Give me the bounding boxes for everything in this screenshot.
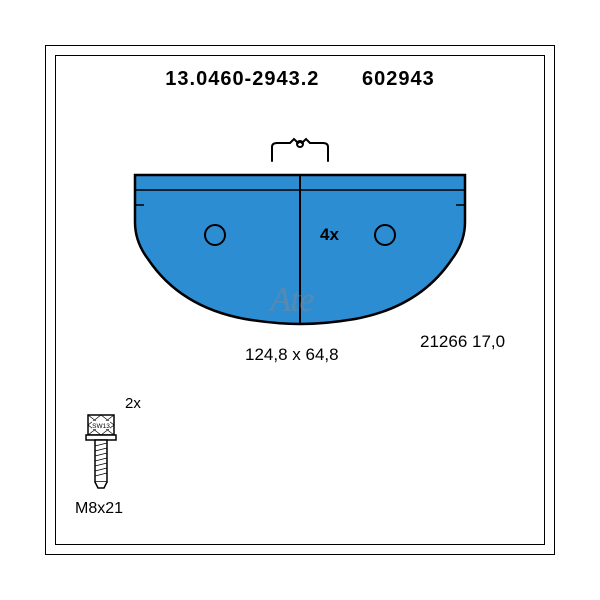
bolt-icon: SW13 [85, 413, 117, 493]
brand-logo: Ate [270, 280, 314, 320]
part-number-primary: 13.0460-2943.2 [165, 68, 319, 91]
bolt-diagram: 2x SW13 M8x21 [75, 395, 155, 525]
header: 13.0460-2943.2 602943 [55, 68, 545, 91]
bolt-spec-label: M8x21 [75, 500, 123, 518]
pad-part-code-label: 21266 17,0 [420, 332, 505, 352]
retaining-clip-icon [270, 137, 330, 165]
bolt-quantity-label: 2x [125, 395, 141, 412]
part-number-secondary: 602943 [362, 68, 435, 91]
pad-quantity-label: 4x [320, 225, 339, 245]
pad-dimensions-label: 124,8 x 64,8 [245, 345, 339, 365]
hex-size-label: SW13 [92, 423, 110, 430]
